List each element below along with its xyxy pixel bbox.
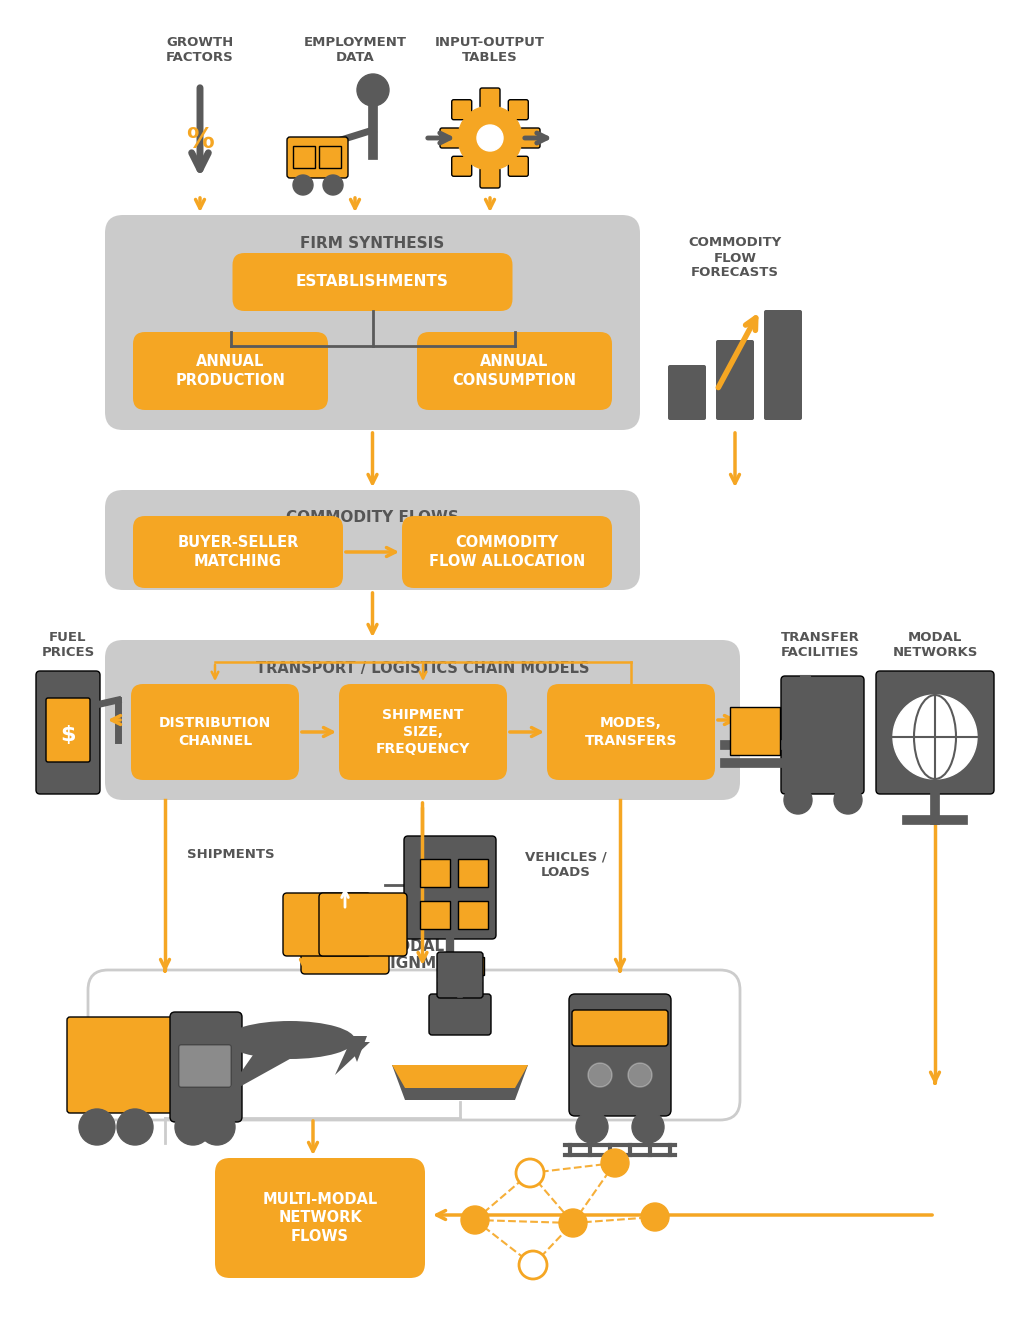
Text: BUYER-SELLER
MATCHING: BUYER-SELLER MATCHING (177, 535, 299, 568)
Circle shape (199, 1109, 234, 1145)
FancyBboxPatch shape (105, 215, 640, 431)
FancyBboxPatch shape (668, 364, 706, 420)
FancyBboxPatch shape (131, 684, 299, 780)
Text: SHIPMENTS: SHIPMENTS (187, 848, 275, 861)
FancyBboxPatch shape (764, 310, 802, 420)
FancyBboxPatch shape (716, 341, 754, 420)
FancyBboxPatch shape (480, 168, 500, 188)
Circle shape (834, 786, 862, 814)
Text: MODAL
NETWORKS: MODAL NETWORKS (892, 631, 978, 659)
FancyBboxPatch shape (440, 129, 460, 148)
Text: SHIPMENT
SIZE,
FREQUENCY: SHIPMENT SIZE, FREQUENCY (376, 708, 470, 757)
Circle shape (641, 1203, 669, 1231)
FancyBboxPatch shape (429, 994, 490, 1035)
Text: DISTRIBUTION
CHANNEL: DISTRIBUTION CHANNEL (159, 717, 271, 747)
Text: COMMODITY
FLOW ALLOCATION: COMMODITY FLOW ALLOCATION (429, 535, 585, 568)
FancyBboxPatch shape (730, 708, 780, 755)
Text: %: % (186, 126, 214, 154)
Text: TRANSPORT / LOGISTICS CHAIN MODELS: TRANSPORT / LOGISTICS CHAIN MODELS (256, 660, 589, 676)
Circle shape (893, 696, 977, 779)
FancyBboxPatch shape (572, 1010, 668, 1045)
FancyBboxPatch shape (437, 951, 483, 998)
Text: ANNUAL
PRODUCTION: ANNUAL PRODUCTION (175, 354, 286, 388)
Circle shape (477, 125, 503, 151)
FancyBboxPatch shape (293, 146, 315, 168)
Ellipse shape (225, 1022, 355, 1059)
Polygon shape (347, 1036, 367, 1063)
Circle shape (175, 1109, 211, 1145)
Circle shape (632, 1110, 664, 1143)
FancyBboxPatch shape (452, 99, 472, 119)
Text: ESTABLISHMENTS: ESTABLISHMENTS (296, 274, 449, 289)
Circle shape (323, 175, 343, 195)
Polygon shape (392, 1065, 528, 1088)
Circle shape (293, 175, 313, 195)
Text: VEHICLES /
LOADS: VEHICLES / LOADS (525, 851, 607, 878)
FancyBboxPatch shape (480, 87, 500, 109)
FancyBboxPatch shape (417, 333, 612, 409)
Circle shape (516, 1159, 544, 1187)
FancyBboxPatch shape (105, 490, 640, 590)
FancyBboxPatch shape (319, 146, 341, 168)
FancyBboxPatch shape (133, 515, 343, 588)
Text: MODAL
ASSIGNMENT: MODAL ASSIGNMENT (357, 939, 470, 971)
FancyBboxPatch shape (319, 893, 407, 957)
FancyBboxPatch shape (133, 333, 328, 409)
FancyBboxPatch shape (508, 156, 528, 176)
Text: INPUT-OUTPUT
TABLES: INPUT-OUTPUT TABLES (435, 36, 545, 64)
Circle shape (784, 786, 812, 814)
Circle shape (357, 74, 389, 106)
Polygon shape (225, 1045, 315, 1094)
FancyBboxPatch shape (547, 684, 715, 780)
Text: $: $ (60, 725, 76, 745)
Text: TRANSFER
FACILITIES: TRANSFER FACILITIES (780, 631, 859, 659)
Text: FUEL
PRICES: FUEL PRICES (41, 631, 94, 659)
Circle shape (519, 1251, 547, 1279)
FancyBboxPatch shape (67, 1018, 178, 1113)
FancyBboxPatch shape (46, 698, 90, 762)
FancyBboxPatch shape (420, 859, 450, 886)
FancyBboxPatch shape (215, 1158, 425, 1279)
FancyBboxPatch shape (402, 515, 612, 588)
Circle shape (628, 1063, 652, 1086)
FancyBboxPatch shape (420, 901, 450, 929)
Circle shape (559, 1208, 587, 1238)
FancyBboxPatch shape (232, 253, 512, 311)
Circle shape (588, 1063, 612, 1086)
Text: FIRM SYNTHESIS: FIRM SYNTHESIS (300, 236, 444, 250)
Polygon shape (392, 1065, 528, 1100)
FancyBboxPatch shape (301, 912, 389, 974)
FancyBboxPatch shape (404, 836, 496, 939)
Circle shape (575, 1110, 608, 1143)
Circle shape (79, 1109, 115, 1145)
FancyBboxPatch shape (36, 670, 100, 794)
FancyBboxPatch shape (781, 676, 864, 794)
Polygon shape (335, 1041, 370, 1075)
Circle shape (458, 106, 522, 170)
Text: EMPLOYMENT
DATA: EMPLOYMENT DATA (303, 36, 407, 64)
Text: ANNUAL
CONSUMPTION: ANNUAL CONSUMPTION (453, 354, 577, 388)
Text: MODES,
TRANSFERS: MODES, TRANSFERS (585, 717, 677, 747)
FancyBboxPatch shape (170, 1012, 242, 1122)
FancyBboxPatch shape (876, 670, 994, 794)
FancyBboxPatch shape (458, 859, 488, 886)
FancyBboxPatch shape (458, 957, 484, 975)
Text: MULTI-MODAL
NETWORK
FLOWS: MULTI-MODAL NETWORK FLOWS (262, 1192, 378, 1244)
Text: COMMODITY
FLOW
FORECASTS: COMMODITY FLOW FORECASTS (688, 236, 781, 280)
Circle shape (601, 1149, 629, 1177)
FancyBboxPatch shape (105, 640, 740, 800)
FancyBboxPatch shape (283, 893, 371, 957)
FancyBboxPatch shape (179, 1045, 231, 1086)
FancyBboxPatch shape (452, 156, 472, 176)
Circle shape (461, 1206, 489, 1234)
FancyBboxPatch shape (508, 99, 528, 119)
Circle shape (117, 1109, 153, 1145)
FancyBboxPatch shape (339, 684, 507, 780)
FancyBboxPatch shape (569, 994, 671, 1116)
FancyBboxPatch shape (458, 901, 488, 929)
Text: GROWTH
FACTORS: GROWTH FACTORS (166, 36, 233, 64)
FancyBboxPatch shape (520, 129, 540, 148)
FancyBboxPatch shape (287, 136, 348, 178)
Text: COMMODITY FLOWS: COMMODITY FLOWS (286, 510, 459, 526)
